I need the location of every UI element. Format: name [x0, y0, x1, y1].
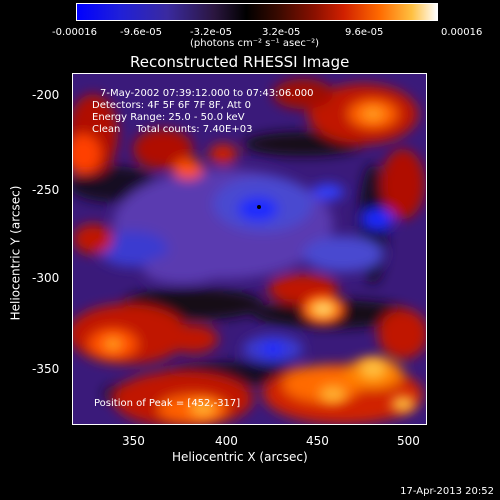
- y-axis-title: Heliocentric Y (arcsec): [8, 185, 23, 321]
- plot-title: Reconstructed RHESSI Image: [130, 53, 350, 71]
- annotation-detectors: Detectors: 4F 5F 6F 7F 8F, Att 0: [92, 100, 252, 111]
- x-tick-label: 500: [397, 434, 420, 448]
- rhessi-image: [73, 74, 426, 424]
- colorbar-tick: 9.6e-05: [345, 27, 384, 38]
- y-tick-label: -350: [32, 362, 60, 376]
- x-tick-label: 350: [122, 434, 145, 448]
- x-axis-title: Heliocentric X (arcsec): [172, 450, 308, 464]
- image-plot: [72, 73, 427, 425]
- y-tick-label: -300: [32, 271, 60, 285]
- annotation-time-range: 7-May-2002 07:39:12.000 to 07:43:06.000: [100, 88, 314, 99]
- y-tick-label: -200: [32, 88, 60, 102]
- colorbar-tick: -9.6e-05: [120, 27, 162, 38]
- peak-marker: [257, 205, 261, 209]
- annotation-energy-range: Energy Range: 25.0 - 50.0 keV: [92, 112, 245, 123]
- colorbar-tick: 3.2e-05: [262, 27, 301, 38]
- annotation-peak-position: Position of Peak = [452,-317]: [94, 398, 241, 409]
- colorbar-tick: -0.00016: [52, 27, 97, 38]
- annotation-clean-counts: Clean Total counts: 7.40E+03: [92, 124, 253, 135]
- footer-timestamp: 17-Apr-2013 20:52: [400, 486, 494, 497]
- x-tick-label: 400: [215, 434, 238, 448]
- colorbar-units: (photons cm⁻² s⁻¹ asec⁻²): [190, 38, 320, 49]
- x-tick-label: 450: [306, 434, 329, 448]
- y-tick-label: -250: [32, 183, 60, 197]
- colorbar-tick: 0.00016: [441, 27, 483, 38]
- colorbar-tick: -3.2e-05: [190, 27, 232, 38]
- colorbar: [76, 3, 438, 21]
